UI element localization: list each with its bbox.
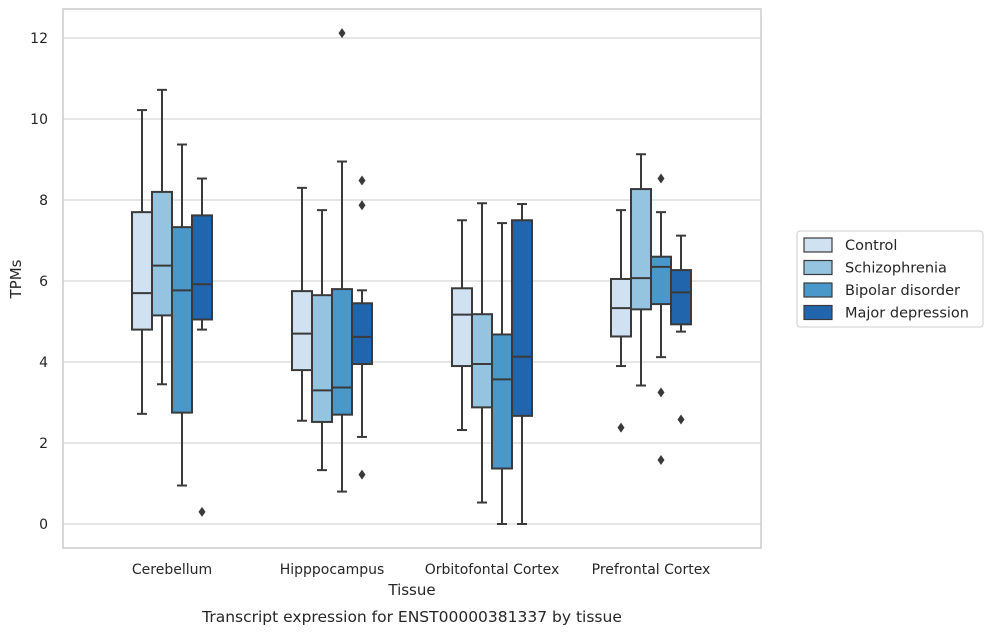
y-tick-label-10: 10 <box>30 112 48 128</box>
box-3-2 <box>511 203 533 525</box>
y-tick-label-4: 4 <box>39 355 48 371</box>
legend-swatch-1 <box>803 259 833 276</box>
legend-frame <box>796 230 984 328</box>
legend-label-3: Major depression <box>845 306 969 322</box>
box-body <box>511 219 533 417</box>
box-body <box>171 226 193 414</box>
box-2-2 <box>491 222 513 525</box>
y-tick-label-12: 12 <box>30 31 48 47</box>
legend-label-1: Schizophrenia <box>845 261 947 277</box>
box-body <box>351 302 373 366</box>
box-3-3 <box>670 234 692 425</box>
chart-caption: Transcript expression for ENST0000038133… <box>201 608 622 626</box>
outlier-point-0 <box>338 28 346 39</box>
box-body <box>451 287 473 368</box>
outlier-point-0 <box>617 422 625 433</box>
box-body <box>650 255 672 306</box>
x-tick-label-0: Cerebellum <box>132 562 212 578</box>
box-0-0 <box>131 109 153 415</box>
box-body <box>491 333 513 470</box>
outlier-point-0 <box>358 175 366 186</box>
box-0-2 <box>451 219 473 432</box>
outlier-point-2 <box>358 469 366 480</box>
legend-label-0: Control <box>845 238 897 254</box>
legend-swatch-2 <box>803 282 833 298</box>
plot-frame <box>62 8 762 549</box>
box-1-0 <box>151 88 173 386</box>
box-body <box>191 214 213 321</box>
x-tick-label-3: Prefrontal Cortex <box>592 562 711 578</box>
outlier-point-0 <box>677 414 685 425</box>
outlier-point-1 <box>657 387 665 398</box>
outlier-point-0 <box>198 506 206 517</box>
legend: Control Schizophrenia Bipolar disorder Majo… <box>796 230 984 328</box>
legend-label-2: Bipolar disorder <box>845 283 960 299</box>
box-1-3 <box>630 153 652 387</box>
box-body <box>471 313 493 409</box>
x-axis-label: Tissue <box>387 581 435 599</box>
box-body <box>670 269 692 326</box>
box-1-2 <box>471 202 493 504</box>
box-body <box>151 190 173 317</box>
legend-swatch-3 <box>803 304 833 321</box>
legend-swatch-0 <box>803 237 833 253</box>
y-tick-label-0: 0 <box>39 517 48 533</box>
box-body <box>331 288 353 416</box>
box-body <box>311 294 333 423</box>
box-1-1 <box>311 209 333 472</box>
outlier-point-1 <box>358 200 366 211</box>
x-tick-label-2: Orbitofontal Cortex <box>425 562 560 578</box>
box-3-1 <box>351 175 373 480</box>
y-axis-label: TPMs <box>7 259 25 299</box>
box-2-3 <box>650 173 672 466</box>
x-axis-ticks: Cerebellum Hipppocampus Orbitofontal Corte… <box>132 562 710 578</box>
outlier-point-0 <box>657 173 665 184</box>
y-tick-label-6: 6 <box>39 274 48 290</box>
box-body <box>131 211 153 331</box>
y-tick-label-8: 8 <box>39 193 48 209</box>
y-axis-ticks: 0 2 4 6 8 10 12 <box>30 31 48 533</box>
box-body <box>630 188 652 311</box>
box-body <box>291 290 313 372</box>
boxes <box>131 28 692 525</box>
y-tick-label-2: 2 <box>39 436 48 452</box>
box-3-0 <box>191 177 213 517</box>
outlier-point-2 <box>657 455 665 466</box>
x-tick-label-1: Hipppocampus <box>280 562 385 578</box>
